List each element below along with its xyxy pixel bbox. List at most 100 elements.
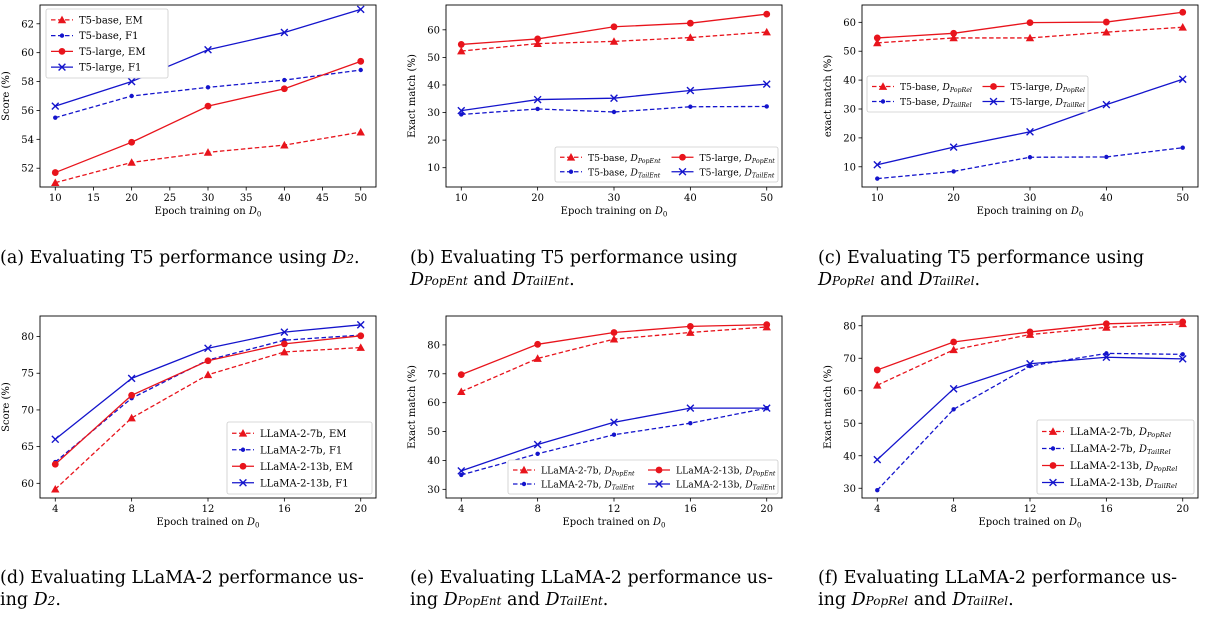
legend-label: T5-base, F1 [79,31,138,42]
x-tick-label: 4 [52,504,58,515]
caption-f-d2: D [952,590,967,610]
caption-e-and: and [501,590,546,610]
legend-marker [1050,446,1056,451]
caption-e-d1: D [443,590,458,610]
data-point [1102,18,1110,26]
legend-box [554,146,779,183]
data-point [686,33,695,41]
caption-c: (c) Evaluating T5 performance using DPop… [818,247,1213,292]
legend-label: LLaMA-2-13b, F1 [260,478,349,489]
caption-c-sub1: PopRel [832,274,875,288]
legend-label: LLaMA-2-7b, EM [260,429,346,440]
data-point [534,340,542,348]
data-point [951,169,956,174]
data-point [356,343,365,351]
data-point [457,387,466,396]
caption-e-d2: D [545,590,560,610]
legend-marker [878,82,888,90]
data-point [1026,127,1034,136]
x-tick-label: 30 [608,193,621,204]
data-point [53,115,58,120]
caption-f-end: . [1008,590,1014,610]
x-tick-label: 8 [534,504,540,515]
data-point [949,33,958,42]
legend-marker [679,153,686,161]
y-tick-label: 70 [427,369,440,380]
caption-f-and: and [908,590,953,610]
data-point [127,158,136,166]
x-axis-label: Epoch trained on D0 [979,517,1082,530]
x-axis-label: Epoch trained on D0 [157,517,260,530]
x-tick-label: 50 [354,193,367,204]
data-point [688,104,693,109]
data-point [1102,320,1110,328]
legend-marker [655,480,663,488]
legend-marker [655,466,663,474]
data-point [1102,27,1111,36]
legend-marker [989,97,998,106]
data-point [610,418,618,427]
caption-f-sub1: PopRel [865,594,909,608]
y-tick-label: 40 [427,456,440,467]
data-point [609,334,619,343]
caption-d-line2: ing D2. [0,589,395,612]
x-tick-label: 4 [458,504,464,515]
data-point [1104,154,1109,160]
legend: LLaMA-2-7b, EM LLaMA-2-7b, F1 LLaMA-2-13b,… [226,421,373,495]
data-point [357,332,365,340]
caption-b-sub1: PopEnt [424,274,468,288]
caption-e-sub2: TailEnt [559,594,603,608]
data-point [1026,19,1034,27]
data-point [949,143,958,152]
y-tick-label: 80 [843,321,856,332]
legend-label: LLaMA-2-7b, DPopRel [1070,427,1171,439]
y-axis-label: exact match (%) [823,55,834,137]
legend-marker [521,481,527,487]
x-tick-label: 16 [684,504,697,515]
caption-b-line1: (b) Evaluating T5 performance using [410,248,738,268]
y-tick-label: 58 [21,77,34,88]
data-point [127,77,136,86]
x-tick-label: 50 [760,193,773,204]
x-tick-label: 20 [947,193,960,204]
x-tick-label: 12 [608,504,621,515]
data-point [457,371,465,379]
x-tick-label: 40 [684,193,697,204]
series-line-0 [461,31,767,52]
y-tick-label: 50 [427,427,440,438]
data-point [203,370,213,379]
caption-e-sub1: PopEnt [457,594,502,608]
y-tick-label: 56 [21,106,34,117]
legend-label: T5-base, DPopEnt [588,153,661,165]
y-axis-label: Score (%) [1,382,12,432]
legend: T5-base, DPopEnt T5-base, DTailEnt T5-larg… [554,146,779,183]
caption-c-d1: D [818,270,833,290]
x-tick-label: 8 [950,504,956,515]
caption-c-sub2: TailRel [932,274,975,288]
data-point [357,57,365,65]
caption-d-line1: (d) Evaluating LLaMA-2 performance us- [0,568,364,588]
series-line-0 [55,131,361,184]
legend-marker [240,447,246,452]
caption-f-line1: (f) Evaluating LLaMA-2 performance us- [818,568,1178,588]
data-point [686,19,694,27]
legend-marker [1048,427,1058,435]
legend-label: T5-base, DPopRel [900,82,972,94]
caption-b-end: . [569,270,575,290]
caption-a-dataset: D [332,248,347,268]
caption-a: (a) Evaluating T5 performance using D2. [0,247,395,270]
caption-d-ing: ing [0,590,34,610]
data-point [762,27,771,36]
data-point [356,320,365,329]
y-tick-label: 30 [427,485,440,496]
legend-label: T5-large, EM [79,47,146,58]
legend-label: LLaMA-2-13b, DPopEnt [676,466,776,478]
x-tick-label: 16 [1100,504,1113,515]
data-point [609,37,619,45]
y-tick-label: 50 [427,53,440,64]
x-tick-label: 45 [316,193,329,204]
y-axis-label: Score (%) [1,71,12,121]
y-tick-label: 80 [21,332,34,343]
series-line-1 [877,147,1183,180]
legend-marker [239,478,247,487]
